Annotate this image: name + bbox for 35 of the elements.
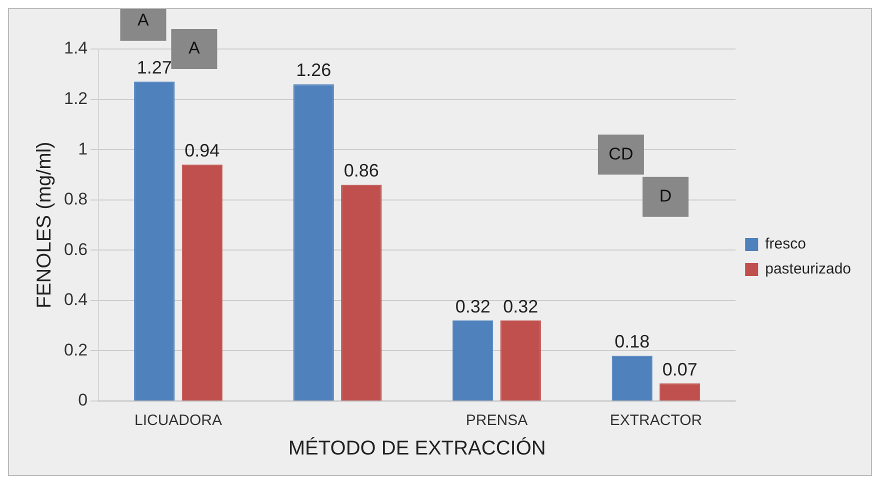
bar [134, 82, 175, 400]
y-tick-label: 1 [78, 139, 88, 158]
x-tick-label: EXTRACTOR [610, 412, 702, 430]
bar [500, 320, 541, 400]
data-label: 0.32 [503, 296, 538, 317]
bar [452, 320, 494, 400]
y-tick-label: 0.2 [64, 340, 88, 360]
annotation: D [659, 186, 672, 206]
x-tick-label: PRENSA [466, 412, 528, 430]
annotation: CD [608, 144, 634, 164]
data-label: 0.07 [662, 359, 698, 380]
data-label: 0.32 [455, 296, 490, 317]
data-label: 0.18 [614, 332, 650, 352]
y-tick-label: 0 [78, 390, 88, 410]
text: A [138, 10, 150, 30]
legend-label: fresco [765, 236, 806, 253]
y-tick-label: 0.6 [64, 240, 88, 259]
bar [660, 383, 700, 400]
x-axis-title: MÉTODO DE EXTRACCIÓN [288, 436, 546, 460]
data-label: 0.94 [184, 140, 220, 161]
bar [293, 84, 334, 400]
y-tick-label: 1.4 [64, 38, 88, 58]
y-tick-label: 1.2 [64, 88, 88, 108]
bar [612, 356, 652, 400]
y-tick-label: 0.4 [64, 290, 88, 310]
bar [182, 164, 222, 400]
y-tick-label: 0.8 [64, 190, 88, 209]
data-label: 0.86 [344, 160, 379, 181]
data-label: 1.26 [296, 60, 332, 80]
legend-label: pasteurizado [765, 260, 852, 278]
data-label: 1.27 [136, 58, 172, 78]
bar [341, 184, 382, 400]
x-tick-label: LICUADORA [134, 412, 222, 430]
annotation: A [188, 38, 201, 58]
y-axis-title: FENOLES (mg/ml) [34, 142, 56, 308]
